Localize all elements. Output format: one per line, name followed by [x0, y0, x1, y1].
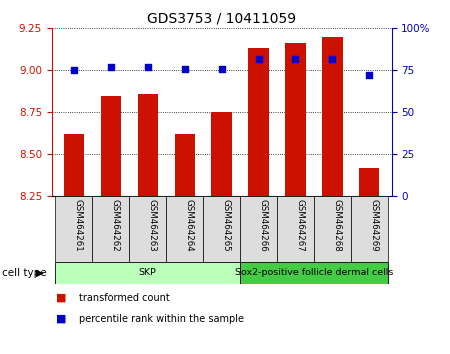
Point [255, 56, 262, 62]
Point [292, 56, 299, 62]
Bar [55, 262, 240, 284]
Point [107, 64, 114, 70]
Point [218, 66, 225, 72]
Bar [101, 96, 121, 196]
Bar [285, 44, 306, 196]
Text: GSM464261: GSM464261 [74, 199, 83, 252]
Point [329, 56, 336, 62]
Text: GSM464267: GSM464267 [296, 199, 305, 252]
Bar [64, 134, 84, 196]
Bar [203, 196, 240, 262]
Bar [129, 196, 166, 262]
Bar [314, 196, 351, 262]
Bar [240, 196, 277, 262]
Text: transformed count: transformed count [79, 293, 170, 303]
Bar [138, 94, 158, 196]
Text: GSM464266: GSM464266 [259, 199, 268, 252]
Bar [212, 113, 232, 196]
Text: GSM464264: GSM464264 [184, 199, 194, 252]
Text: GSM464269: GSM464269 [369, 199, 378, 252]
Point [181, 66, 188, 72]
Text: GSM464265: GSM464265 [221, 199, 230, 252]
Point [144, 64, 151, 70]
Bar [240, 262, 388, 284]
Bar [322, 37, 342, 196]
Point [70, 68, 77, 73]
Text: GSM464268: GSM464268 [333, 199, 342, 252]
Title: GDS3753 / 10411059: GDS3753 / 10411059 [147, 12, 296, 26]
Text: ■: ■ [56, 293, 67, 303]
Bar [248, 48, 269, 196]
Bar [55, 196, 92, 262]
Bar [92, 196, 129, 262]
Text: ▶: ▶ [36, 268, 44, 278]
Bar [351, 196, 388, 262]
Bar [359, 168, 379, 196]
Text: GSM464262: GSM464262 [111, 199, 120, 252]
Text: Sox2-positive follicle dermal cells: Sox2-positive follicle dermal cells [235, 268, 393, 278]
Bar [175, 134, 195, 196]
Text: SKP: SKP [139, 268, 157, 278]
Bar [166, 196, 203, 262]
Bar [277, 196, 314, 262]
Text: GSM464263: GSM464263 [148, 199, 157, 252]
Text: ■: ■ [56, 314, 67, 324]
Text: percentile rank within the sample: percentile rank within the sample [79, 314, 244, 324]
Point [366, 73, 373, 78]
Text: cell type: cell type [2, 268, 47, 278]
